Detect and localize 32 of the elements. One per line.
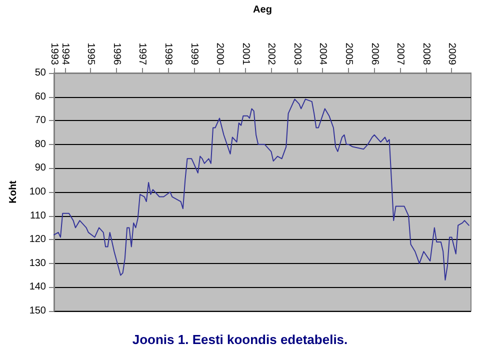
y-tick-label: 90 xyxy=(34,162,46,174)
y-tick-label: 80 xyxy=(34,138,46,150)
x-tick-label: 2001 xyxy=(240,42,251,66)
x-tick-label: 1994 xyxy=(59,42,70,66)
y-tick-label: 130 xyxy=(29,258,46,269)
x-tick-label: 2008 xyxy=(420,42,432,66)
y-tick-label: 140 xyxy=(29,282,46,293)
x-tick-label: 2003 xyxy=(291,42,302,66)
x-tick-label: 2007 xyxy=(394,42,406,66)
x-tick-label: 2000 xyxy=(214,42,226,66)
x-tick-label: 2005 xyxy=(343,42,354,66)
x-tick-label: 1996 xyxy=(110,42,122,66)
x-tick-label: 1993 xyxy=(48,42,60,66)
y-tick-label: 110 xyxy=(30,210,46,222)
line-series xyxy=(54,98,470,281)
x-axis-title: Aeg xyxy=(253,4,272,16)
x-tick-label: 2002 xyxy=(266,42,277,66)
y-tick-label: 120 xyxy=(29,234,46,246)
x-tick-label: 2006 xyxy=(368,42,380,66)
y-tick-label: 100 xyxy=(29,186,46,198)
y-tick-label: 60 xyxy=(34,91,46,102)
text: Joonis 1. Eesti koondis edetabelis. xyxy=(132,332,348,347)
x-tick-label: 2004 xyxy=(317,42,328,66)
y-tick-label: 70 xyxy=(34,115,46,126)
x-tick-label: 1997 xyxy=(136,42,148,66)
y-axis-title: Koht xyxy=(8,180,19,204)
y-tick-label: 150 xyxy=(29,306,46,316)
x-tick-label: 2009 xyxy=(446,42,458,66)
x-tick-label: 1995 xyxy=(85,42,96,66)
y-tick-label: 50 xyxy=(34,68,46,78)
x-tick-label: 1999 xyxy=(188,42,200,66)
x-tick-label: 1998 xyxy=(162,42,174,66)
